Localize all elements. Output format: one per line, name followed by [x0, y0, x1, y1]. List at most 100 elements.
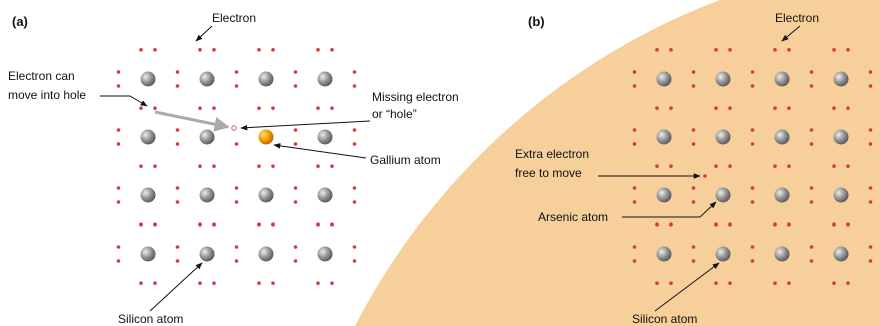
electron	[198, 106, 202, 110]
missing-label: or “hole”	[372, 107, 417, 121]
electron	[728, 164, 732, 168]
electron	[846, 281, 850, 285]
electron	[316, 281, 320, 285]
electron	[728, 106, 732, 110]
electron	[773, 48, 777, 52]
silicon-atom	[318, 72, 333, 87]
electron	[294, 200, 298, 204]
electron	[353, 245, 357, 249]
electron	[235, 200, 239, 204]
electron	[176, 259, 180, 263]
electron	[294, 245, 298, 249]
electron	[316, 223, 320, 227]
electron	[176, 84, 180, 88]
electron	[198, 164, 202, 168]
electron	[787, 164, 791, 168]
panel-label: (b)	[528, 14, 545, 29]
electron	[117, 128, 121, 132]
electron	[669, 48, 673, 52]
electron	[294, 128, 298, 132]
electron	[773, 164, 777, 168]
silicon-atom	[775, 188, 790, 203]
electron	[714, 48, 718, 52]
electron	[728, 223, 732, 227]
electron	[294, 186, 298, 190]
silicon-atom	[141, 247, 156, 262]
leader	[241, 121, 370, 128]
electron	[257, 106, 261, 110]
silicon-atom	[834, 130, 849, 145]
silicon-atom	[716, 188, 731, 203]
electron	[832, 223, 836, 227]
electron	[353, 142, 357, 146]
electron	[316, 164, 320, 168]
electron	[316, 48, 320, 52]
electron	[153, 281, 157, 285]
electron	[692, 84, 696, 88]
electron	[655, 281, 659, 285]
electron	[353, 84, 357, 88]
silicon-atom	[200, 130, 215, 145]
electron	[212, 106, 216, 110]
electron	[235, 259, 239, 263]
electron	[212, 223, 216, 227]
electron	[787, 281, 791, 285]
electron	[751, 70, 755, 74]
electron	[153, 106, 157, 110]
electron	[235, 84, 239, 88]
electron	[139, 281, 143, 285]
electron	[714, 106, 718, 110]
silicon-atom	[318, 188, 333, 203]
electron	[117, 200, 121, 204]
electron	[692, 200, 696, 204]
electron	[751, 142, 755, 146]
electron	[353, 259, 357, 263]
electron	[330, 164, 334, 168]
electron	[692, 128, 696, 132]
silicon-atom	[318, 247, 333, 262]
electron	[869, 200, 873, 204]
electron	[330, 223, 334, 227]
electron	[257, 281, 261, 285]
electron	[714, 223, 718, 227]
electron	[714, 281, 718, 285]
electron	[353, 70, 357, 74]
electron	[139, 48, 143, 52]
electron	[176, 200, 180, 204]
electron	[235, 245, 239, 249]
silicon-label: Silicon atom	[118, 312, 183, 326]
electron	[633, 84, 637, 88]
electron	[271, 223, 275, 227]
electron	[198, 281, 202, 285]
electron	[633, 128, 637, 132]
arrow	[196, 26, 212, 41]
electron	[810, 245, 814, 249]
electron	[117, 245, 121, 249]
silicon-atom	[716, 130, 731, 145]
electron	[153, 223, 157, 227]
electron	[153, 48, 157, 52]
electron	[832, 281, 836, 285]
electron	[271, 48, 275, 52]
silicon-atom	[200, 247, 215, 262]
electron	[655, 164, 659, 168]
silicon-atom	[716, 72, 731, 87]
electron	[869, 186, 873, 190]
electron	[330, 281, 334, 285]
electron	[212, 281, 216, 285]
electron	[692, 142, 696, 146]
electron	[810, 70, 814, 74]
electron	[117, 70, 121, 74]
electron	[728, 281, 732, 285]
silicon-atom	[259, 247, 274, 262]
electron	[787, 223, 791, 227]
electron	[832, 106, 836, 110]
electron	[810, 200, 814, 204]
electron	[692, 245, 696, 249]
electron	[257, 164, 261, 168]
arrow	[150, 263, 202, 311]
electron	[869, 84, 873, 88]
electron	[810, 84, 814, 88]
silicon-atom	[657, 72, 672, 87]
electron	[271, 281, 275, 285]
